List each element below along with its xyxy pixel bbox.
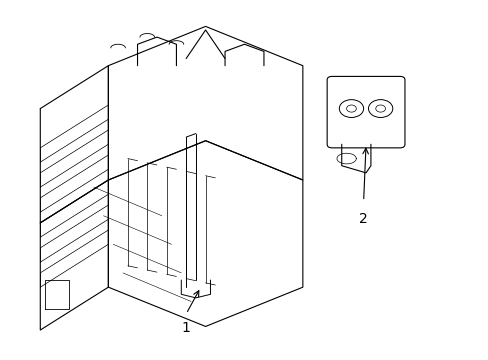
Text: 1: 1 — [182, 321, 190, 335]
Text: 2: 2 — [359, 212, 367, 226]
